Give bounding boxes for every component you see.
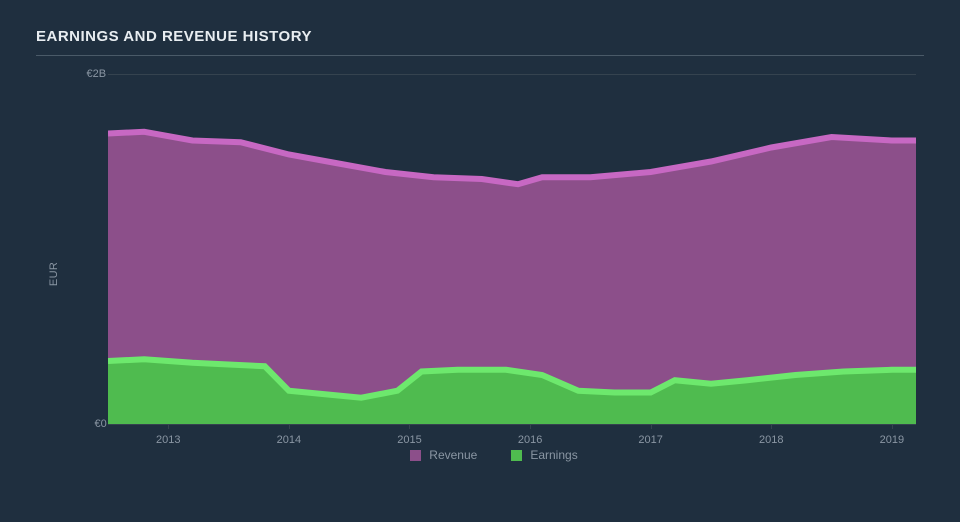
line-svg [108,74,916,424]
x-tick-label: 2018 [759,434,783,446]
legend-swatch-earnings [511,450,522,461]
x-tick-mark [530,424,531,429]
x-tick-mark [651,424,652,429]
line-revenue [108,132,916,185]
legend-item-earnings: Earnings [511,448,577,462]
x-tick-mark [892,424,893,429]
chart-title: EARNINGS AND REVENUE HISTORY [36,28,924,56]
y-axis-label: EUR [48,262,60,286]
y-tick-label: €0 [95,418,107,430]
x-tick-label: 2014 [277,434,301,446]
gridline [108,424,916,425]
gridline [108,74,916,75]
x-tick-mark [771,424,772,429]
plot-area: €0€2B2013201420152016201720182019 [108,74,916,424]
x-tick-label: 2016 [518,434,542,446]
legend-label-revenue: Revenue [429,448,477,462]
x-tick-mark [168,424,169,429]
chart-container: EARNINGS AND REVENUE HISTORY EUR €0€2B20… [0,0,960,522]
x-tick-mark [289,424,290,429]
legend-item-revenue: Revenue [410,448,477,462]
x-tick-label: 2017 [638,434,662,446]
x-tick-mark [409,424,410,429]
line-earnings [108,359,916,398]
x-tick-label: 2013 [156,434,180,446]
legend-swatch-revenue [410,450,421,461]
x-tick-label: 2015 [397,434,421,446]
legend-label-earnings: Earnings [530,448,577,462]
legend: Revenue Earnings [64,448,924,462]
x-tick-label: 2019 [880,434,904,446]
chart-body: EUR €0€2B2013201420152016201720182019 Re… [64,74,924,474]
y-tick-label: €2B [86,68,106,80]
